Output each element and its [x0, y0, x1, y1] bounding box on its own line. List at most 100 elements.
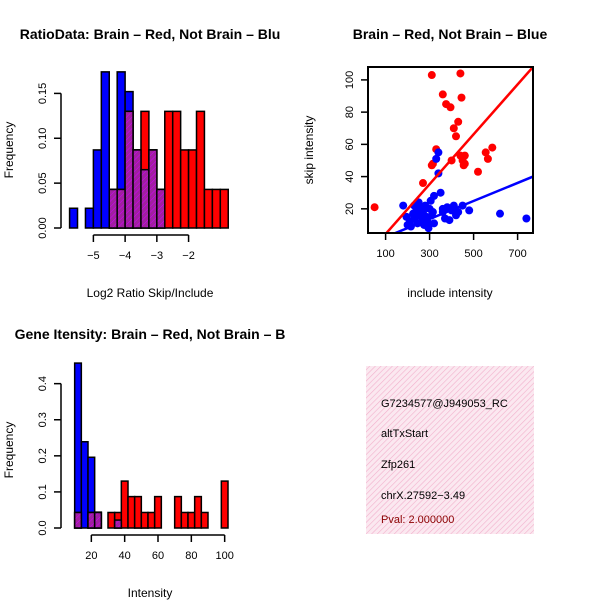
- ratio-bars: [68, 71, 229, 229]
- ratio-bar-not-brain: [92, 149, 103, 229]
- intensity-bar-brain: [133, 495, 143, 529]
- scatter-point-brain: [427, 71, 436, 80]
- scatter-point-brain: [456, 69, 465, 78]
- intensity-bar-brain: [180, 511, 189, 529]
- scatter-y-tick-label: 100: [344, 71, 356, 89]
- scatter-point-brain: [454, 117, 463, 126]
- scatter-point-brain: [483, 154, 492, 163]
- scatter-point-not-brain: [432, 154, 441, 163]
- intensity-bar-brain: [193, 495, 203, 529]
- ratio-x-tick-label: −3: [151, 250, 164, 262]
- intensity-bars: [73, 362, 229, 529]
- scatter-x-tick-label: 100: [376, 248, 394, 260]
- intensity-bar-brain: [140, 511, 149, 529]
- scatter-point-brain: [456, 151, 465, 160]
- ratio-x-tick-label: −2: [182, 250, 195, 262]
- ratio-y-tick-label: 0.05: [37, 172, 49, 193]
- ratio-x-tick-label: −4: [119, 250, 132, 262]
- scatter-point-not-brain: [454, 208, 463, 217]
- scatter-point-not-brain: [465, 206, 474, 215]
- scatter-y-tick-label: 40: [344, 170, 356, 182]
- intensity-bar-brain: [173, 495, 183, 529]
- scatter-point-not-brain: [416, 209, 425, 218]
- intensity-y-tick-label: 0.0: [37, 520, 49, 535]
- scatter-point-not-brain: [445, 216, 454, 225]
- intensity-x-tick-label: 100: [215, 550, 233, 562]
- scatter-point-not-brain: [496, 209, 504, 218]
- ratio-bar-overlap: [140, 168, 150, 229]
- scatter-axes: 100 300 500 700 20 40 60 80 100: [344, 66, 534, 260]
- ratio-bar-overlap: [108, 188, 118, 229]
- intensity-x-tick-label: 40: [119, 550, 131, 562]
- scatter-point-brain: [452, 132, 460, 141]
- intensity-bar-brain: [127, 495, 136, 529]
- intensity-ylabel: Frequency: [2, 422, 16, 479]
- ratio-bar-not-brain: [100, 71, 110, 229]
- intensity-bar-brain: [107, 511, 116, 529]
- ratio-bar-overlap: [124, 110, 134, 229]
- scatter-point-not-brain: [430, 191, 438, 200]
- scatter-point-not-brain: [430, 219, 438, 228]
- ratio-bar-overlap: [148, 149, 158, 229]
- intensity-bar-not-brain: [73, 362, 83, 529]
- ratio-ylabel: Frequency: [2, 122, 16, 179]
- intensity-bar-brain: [153, 495, 163, 529]
- ratio-bar-brain: [171, 110, 182, 229]
- scatter-point-brain: [446, 103, 455, 112]
- intensity-bar-overlap: [93, 511, 103, 529]
- ratio-bar-brain: [219, 188, 229, 229]
- intensity-bar-not-brain: [80, 441, 89, 529]
- scatter-fit-line-not-brain: [392, 175, 533, 233]
- scatter-x-tick-label: 700: [508, 248, 526, 260]
- ratio-xlabel: Log2 Ratio Skip/Include: [87, 286, 214, 300]
- info-pval: Pval: 2.000000: [381, 514, 454, 526]
- intensity-histogram: Gene Itensity: Brain – Red, Not Brain – …: [2, 326, 285, 600]
- intensity-y-tick-label: 0.2: [37, 448, 49, 463]
- ratio-x-tick-label: −5: [87, 250, 100, 262]
- scatter-points: [370, 67, 533, 233]
- scatter-point-brain: [481, 148, 490, 157]
- intensity-bar-brain: [200, 511, 209, 529]
- intensity-bar-brain: [147, 511, 156, 529]
- scatter-fit-line-brain: [384, 67, 533, 233]
- scatter-point-not-brain: [522, 214, 531, 223]
- intensity-bar-brain: [120, 480, 129, 529]
- ratio-bar-brain: [179, 149, 190, 229]
- ratio-y-tick-label: 0.10: [37, 128, 49, 149]
- scatter-point-brain: [438, 90, 447, 99]
- ratio-axes: −5 −4 −3 −2 0.00 0.05 0.10 0.15: [37, 83, 195, 262]
- intensity-bar-overlap: [113, 519, 123, 529]
- ratio-bar-brain: [164, 110, 174, 229]
- scatter-point-brain: [370, 203, 379, 212]
- intensity-x-tick-label: 60: [152, 550, 164, 562]
- intensity-y-tick-label: 0.3: [37, 412, 49, 427]
- info-line-event: altTxStart: [381, 428, 428, 440]
- info-background: [366, 366, 534, 534]
- info-panel: G7234577@J949053_RC altTxStart Zfp261 ch…: [366, 366, 534, 534]
- scatter-point-not-brain: [423, 220, 432, 229]
- ratio-bar-overlap: [132, 149, 142, 229]
- ratio-bar-brain: [187, 149, 198, 229]
- ratio-bar-brain: [195, 110, 206, 229]
- scatter-point-brain: [474, 167, 482, 176]
- intensity-bar-brain: [187, 511, 196, 529]
- intensity-y-tick-label: 0.1: [37, 484, 49, 499]
- scatter-point-brain: [457, 93, 466, 102]
- intensity-y-tick-label: 0.4: [37, 376, 49, 391]
- scatter-point-not-brain: [434, 148, 443, 157]
- ratio-title: RatioData: Brain – Red, Not Brain – Blu: [20, 26, 281, 42]
- ratio-histogram: RatioData: Brain – Red, Not Brain – Blu …: [2, 26, 280, 300]
- scatter-y-tick-label: 60: [344, 138, 356, 150]
- info-line-id: G7234577@J949053_RC: [381, 398, 508, 410]
- scatter-point-brain: [460, 159, 469, 168]
- intensity-bar-overlap: [87, 511, 96, 529]
- ratio-bar-brain: [211, 188, 222, 229]
- scatter-point-not-brain: [436, 188, 445, 197]
- intensity-scatter: Brain – Red, Not Brain – Blue 100 300 500 7…: [302, 26, 547, 300]
- scatter-ylabel: skip intensity: [302, 116, 316, 185]
- scatter-plot-area: [370, 67, 533, 233]
- intensity-bar-overlap: [73, 511, 83, 529]
- scatter-x-tick-label: 300: [420, 248, 438, 260]
- intensity-axes: 20 40 60 80 100 0.0 0.1 0.2 0.3 0.4: [37, 376, 234, 562]
